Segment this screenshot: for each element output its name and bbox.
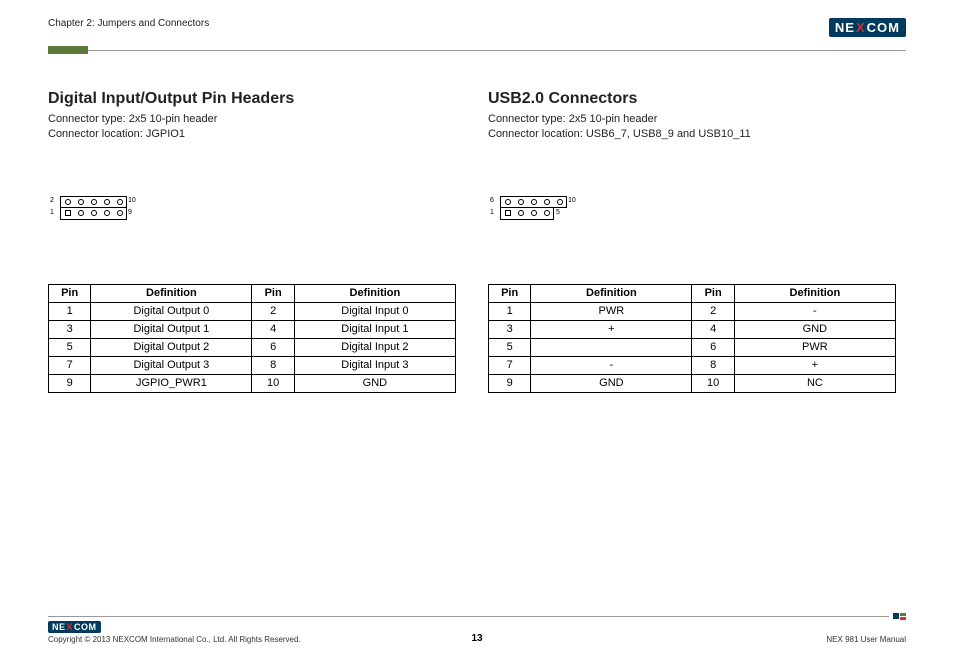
right-line2: Connector location: USB6_7, USB8_9 and U… [488, 127, 896, 142]
table-cell: Digital Output 2 [91, 338, 252, 356]
logo-x: X [67, 622, 74, 632]
table-cell: 9 [49, 374, 91, 392]
table-cell: Digital Output 1 [91, 320, 252, 338]
logo-part: NE [52, 622, 66, 632]
table-row: 1Digital Output 02Digital Input 0 [49, 302, 456, 320]
table-cell: 9 [489, 374, 531, 392]
table-cell: Digital Output 0 [91, 302, 252, 320]
table-cell: Digital Input 1 [294, 320, 455, 338]
nexcom-logo-bottom: NEXCOM [48, 621, 101, 633]
table-header: Definition [531, 284, 692, 302]
table-cell: + [531, 320, 692, 338]
table-cell: 3 [489, 320, 531, 338]
right-table: PinDefinitionPinDefinition 1PWR2-3+4GND5… [488, 284, 896, 393]
right-title: USB2.0 Connectors [488, 90, 896, 108]
logo-x: X [856, 20, 866, 35]
table-cell: 4 [252, 320, 294, 338]
footer-manual: NEX 981 User Manual [826, 635, 906, 644]
logo-part: COM [867, 20, 900, 35]
table-cell: JGPIO_PWR1 [91, 374, 252, 392]
table-cell: GND [531, 374, 692, 392]
table-cell: 5 [489, 338, 531, 356]
right-line1: Connector type: 2x5 10-pin header [488, 112, 896, 127]
table-cell: 1 [489, 302, 531, 320]
table-row: 7Digital Output 38Digital Input 3 [49, 356, 456, 374]
table-header: Pin [692, 284, 734, 302]
nexcom-logo-top: NEXCOM [829, 18, 906, 37]
table-cell: 5 [49, 338, 91, 356]
left-line2: Connector location: JGPIO1 [48, 127, 456, 142]
table-cell: 7 [489, 356, 531, 374]
chapter-label: Chapter 2: Jumpers and Connectors [48, 18, 209, 29]
table-cell: - [734, 302, 895, 320]
right-column: USB2.0 Connectors Connector type: 2x5 10… [488, 90, 896, 393]
table-header: Pin [49, 284, 91, 302]
table-cell: PWR [531, 302, 692, 320]
pin-label-tr: 10 [568, 197, 576, 204]
logo-part: NE [835, 20, 855, 35]
table-header: Definition [294, 284, 455, 302]
right-diagram: 6 10 1 5 [488, 196, 896, 226]
table-cell: 6 [252, 338, 294, 356]
footer-rule [48, 613, 906, 620]
table-cell: 2 [692, 302, 734, 320]
pin-label-bl: 1 [50, 209, 54, 216]
table-cell: Digital Output 3 [91, 356, 252, 374]
table-cell: PWR [734, 338, 895, 356]
pin-label-bl: 1 [490, 209, 494, 216]
left-column: Digital Input/Output Pin Headers Connect… [48, 90, 456, 393]
table-cell: Digital Input 2 [294, 338, 455, 356]
table-row: 7-8+ [489, 356, 896, 374]
table-cell: 4 [692, 320, 734, 338]
table-row: 5 6PWR [489, 338, 896, 356]
pin-label-br: 9 [128, 209, 132, 216]
pin-label-tl: 2 [50, 197, 54, 204]
table-row: 3Digital Output 14Digital Input 1 [49, 320, 456, 338]
table-cell: 10 [692, 374, 734, 392]
table-cell: 2 [252, 302, 294, 320]
table-cell [531, 338, 692, 356]
table-cell: 10 [252, 374, 294, 392]
table-cell: GND [294, 374, 455, 392]
footer-copyright: Copyright © 2013 NEXCOM International Co… [48, 635, 301, 644]
table-header: Definition [91, 284, 252, 302]
pin-label-tr: 10 [128, 197, 136, 204]
table-cell: GND [734, 320, 895, 338]
footer-mark-icon [893, 613, 906, 620]
table-cell: Digital Input 3 [294, 356, 455, 374]
table-cell: Digital Input 0 [294, 302, 455, 320]
left-table: PinDefinitionPinDefinition 1Digital Outp… [48, 284, 456, 393]
logo-part: COM [74, 622, 97, 632]
table-row: 9GND10NC [489, 374, 896, 392]
header-line [88, 50, 906, 51]
footer-page-number: 13 [471, 633, 482, 644]
table-cell: + [734, 356, 895, 374]
pin-label-tl: 6 [490, 197, 494, 204]
table-cell: NC [734, 374, 895, 392]
left-title: Digital Input/Output Pin Headers [48, 90, 456, 108]
left-diagram: 2 10 1 9 [48, 196, 456, 226]
table-row: 5Digital Output 26Digital Input 2 [49, 338, 456, 356]
table-header: Pin [489, 284, 531, 302]
table-row: 9JGPIO_PWR110GND [49, 374, 456, 392]
table-row: 3+4GND [489, 320, 896, 338]
header-accent [48, 46, 88, 54]
table-cell: - [531, 356, 692, 374]
table-header: Pin [252, 284, 294, 302]
header-rule [48, 44, 906, 56]
table-header: Definition [734, 284, 895, 302]
table-cell: 1 [49, 302, 91, 320]
table-cell: 7 [49, 356, 91, 374]
table-cell: 6 [692, 338, 734, 356]
table-cell: 8 [252, 356, 294, 374]
table-cell: 3 [49, 320, 91, 338]
left-line1: Connector type: 2x5 10-pin header [48, 112, 456, 127]
table-cell: 8 [692, 356, 734, 374]
table-row: 1PWR2- [489, 302, 896, 320]
